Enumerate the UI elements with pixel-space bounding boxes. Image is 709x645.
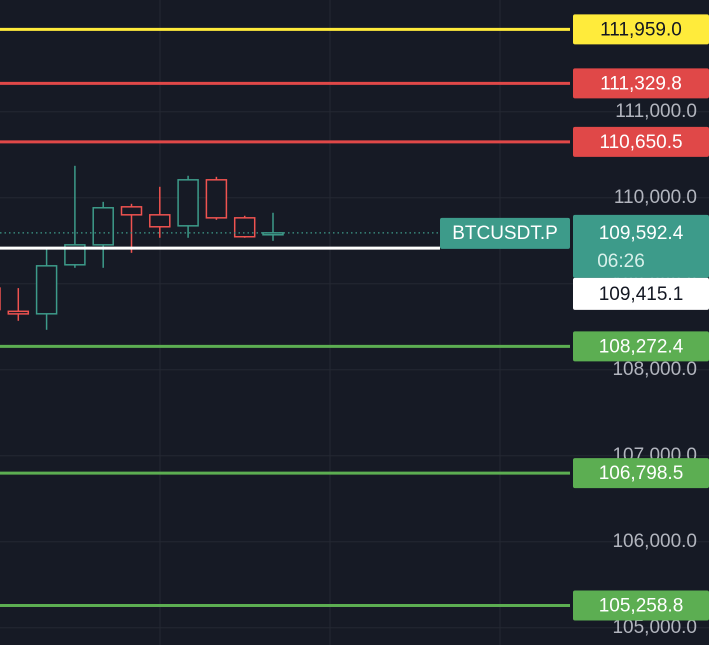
last-price-label: 109,592.4 [599, 223, 684, 244]
y-tick-label: 111,000.0 [615, 101, 697, 122]
symbol-tag [440, 217, 570, 249]
candle-body [64, 244, 86, 266]
candle-body [205, 179, 228, 219]
candle-body [262, 232, 284, 236]
y-tick-label: 108,000.0 [612, 359, 697, 380]
price-tag-label: 111,329.8 [600, 73, 682, 94]
price-tag-label: 106,798.5 [599, 463, 684, 484]
candle-body [120, 206, 143, 216]
price-tag-label: 108,272.4 [599, 336, 684, 357]
price-tag [573, 458, 709, 489]
candle-body [7, 310, 30, 315]
reference-tag [573, 277, 709, 310]
symbol-tag-label: BTCUSDT.P [452, 223, 558, 244]
price-tag [573, 331, 709, 362]
price-tag [573, 68, 709, 99]
candle-body [149, 214, 171, 228]
countdown-label: 06:26 [597, 251, 645, 272]
y-tick-label: 105,000.0 [612, 617, 697, 638]
price-tag [573, 14, 709, 45]
price-tag-label: 105,258.8 [599, 596, 684, 617]
candle-body [92, 207, 114, 246]
last-price-tag [573, 214, 709, 278]
price-tag [573, 590, 709, 621]
price-tag [573, 126, 709, 157]
price-tag-label: 110,650.5 [599, 132, 682, 153]
candle-body [35, 265, 58, 315]
y-tick-label: 106,000.0 [612, 531, 697, 552]
candle-body [233, 217, 256, 238]
y-tick-label: 110,000.0 [614, 187, 697, 208]
reference-tag-label: 109,415.1 [599, 284, 684, 305]
candle-body [177, 179, 199, 227]
price-tag-label: 111,959.0 [600, 19, 682, 40]
